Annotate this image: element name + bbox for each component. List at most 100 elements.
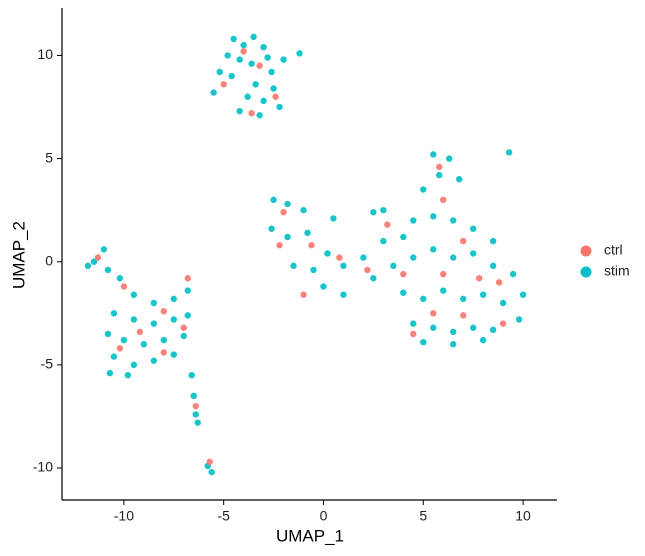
y-tick-label: 10 [37,46,53,62]
point [160,308,167,315]
point [190,392,197,400]
point [499,299,507,307]
point [459,237,467,245]
point [450,328,457,336]
point [170,295,177,303]
point [184,312,191,319]
point [192,402,199,410]
y-tick-label: 5 [45,149,53,165]
point [260,43,267,51]
point [268,225,275,232]
point [400,289,407,296]
point [280,56,287,63]
point [499,320,507,327]
x-tick-label: -10 [114,508,134,524]
x-tick-label: 10 [515,508,531,524]
point [489,262,497,270]
y-tick-label: -10 [33,459,53,475]
point [270,196,277,204]
x-tick-label: 5 [419,508,427,524]
point [250,33,257,41]
point [130,291,138,298]
point [370,275,377,282]
point [90,258,98,265]
point [479,291,487,298]
point [188,371,195,379]
point [276,103,283,111]
point [469,225,477,232]
point [116,275,124,282]
point [104,266,112,274]
point [489,237,497,245]
point [130,316,138,323]
point [370,209,377,216]
point [308,242,315,249]
legend-label: ctrl [604,242,623,258]
point [206,458,213,466]
point [330,215,337,222]
point [505,149,513,156]
point [410,320,417,327]
point [272,93,279,100]
point [104,330,112,338]
point [450,217,457,224]
point [120,336,128,344]
point [230,35,237,43]
point [194,419,201,426]
point [150,320,158,327]
point [509,270,517,278]
point [264,54,271,61]
point [420,295,427,303]
point [150,299,158,307]
point [420,186,427,193]
point [94,254,102,261]
point [240,41,247,49]
point [436,171,443,179]
x-axis-title: UMAP_1 [276,526,344,545]
point [430,213,437,220]
point [380,237,387,245]
point [469,324,477,331]
point [364,266,371,274]
point [284,233,291,241]
x-tick-label: 0 [320,508,328,524]
point [440,270,447,278]
point [100,246,108,253]
point [270,85,277,92]
point [450,254,457,261]
point [450,341,457,348]
y-axis-title: UMAP_2 [9,221,28,289]
point [224,52,231,59]
point [140,341,148,348]
point [120,283,128,290]
point [290,262,297,270]
point [304,229,311,237]
point [160,349,167,356]
point [170,316,177,323]
point [248,110,255,117]
point [150,357,158,364]
point [320,283,327,290]
point [410,217,417,224]
x-tick-label: -5 [217,508,230,524]
point [360,254,367,261]
point [124,371,132,379]
point [400,270,407,278]
point [248,60,255,67]
point [284,200,291,208]
point [430,151,437,158]
point [260,97,267,105]
point [479,336,487,344]
point [236,107,243,115]
point [116,345,124,352]
point [192,411,199,418]
point [430,324,437,331]
point [390,262,397,270]
point [296,50,303,57]
point [110,353,118,360]
point [475,275,483,282]
point [180,332,187,340]
point [170,351,177,358]
legend-label: stim [604,263,630,279]
